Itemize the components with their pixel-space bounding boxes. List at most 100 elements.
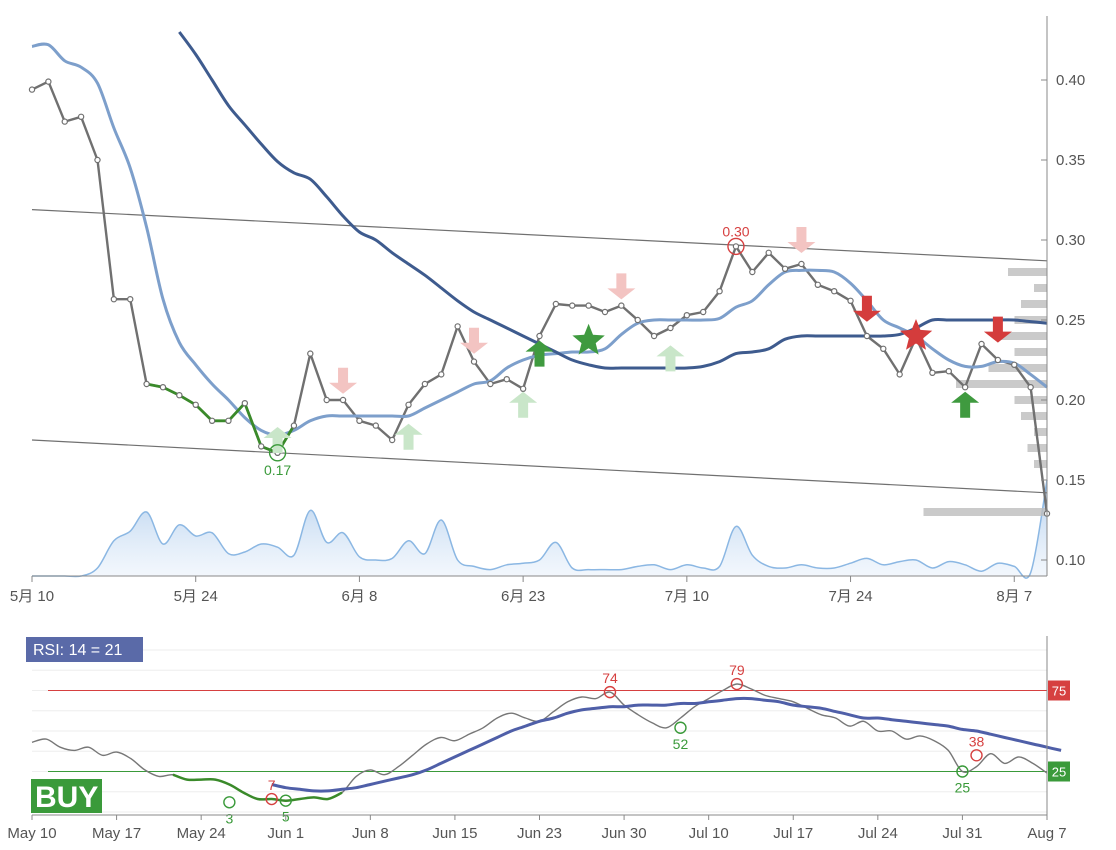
price-point xyxy=(356,417,363,424)
rsi-x-tick-label: Aug 7 xyxy=(1027,825,1066,842)
volume-line xyxy=(32,479,1048,579)
price-point xyxy=(552,300,560,308)
x-tick-label: 6月 8 xyxy=(341,588,377,605)
rsi-extreme-marker xyxy=(674,721,687,734)
price-point xyxy=(323,396,330,404)
price-point xyxy=(405,401,412,408)
price-point xyxy=(159,384,167,391)
volume-profile-bar xyxy=(923,508,1047,516)
rsi-x-tick-label: Jul 17 xyxy=(773,825,813,842)
x-tick-label: 8月 7 xyxy=(996,588,1032,605)
price-point xyxy=(290,422,298,429)
volume-profile-bar xyxy=(956,380,1047,388)
extreme-marker xyxy=(268,444,287,462)
sell-star-icon xyxy=(899,319,933,350)
price-point xyxy=(110,296,118,303)
price-point xyxy=(487,380,494,388)
price-point xyxy=(61,118,68,125)
rsi-axes: May 10 May 17 May 24 Jun 1 Jun 8 Jun 15 Jun 23… xyxy=(7,636,1067,842)
buy-arrow-icon xyxy=(951,391,980,418)
sell-arrow-icon xyxy=(983,316,1012,343)
price-line xyxy=(31,80,1049,514)
price-point xyxy=(994,356,1002,364)
volume-profile xyxy=(923,268,1047,516)
price-point xyxy=(470,358,478,365)
rsi-badge-label: RSI: 14 = 21 xyxy=(33,642,122,659)
rsi-extreme-marker xyxy=(223,796,236,809)
price-point xyxy=(192,401,199,408)
volume-profile-bar xyxy=(1021,300,1047,308)
rsi-extreme-label: 74 xyxy=(602,670,618,686)
price-point xyxy=(94,156,101,164)
rsi-x-tick-label: Jul 10 xyxy=(689,825,729,842)
x-tick-label: 7月 10 xyxy=(665,588,709,605)
price-point xyxy=(880,345,887,352)
volume-profile-bar xyxy=(1014,316,1047,324)
sell-arrow-icon xyxy=(329,367,358,394)
volume-fill xyxy=(32,480,1047,579)
rsi-line xyxy=(31,683,1048,802)
rsi-x-tick-label: Jun 15 xyxy=(432,825,477,842)
trend-line xyxy=(31,209,1048,262)
rsi-extreme-label: 25 xyxy=(955,780,971,796)
price-point xyxy=(503,376,510,383)
price-point xyxy=(28,86,36,93)
rsi-badge-background xyxy=(26,637,143,662)
y-tick-label: 0.25 xyxy=(1056,312,1085,329)
price-point xyxy=(798,260,805,268)
price-point xyxy=(716,288,723,295)
price-point xyxy=(601,308,609,316)
price-point xyxy=(945,368,952,375)
price-point xyxy=(896,371,903,378)
volume-area xyxy=(32,479,1048,579)
price-point xyxy=(863,332,871,340)
extreme-label: 0.30 xyxy=(722,223,749,239)
price-point xyxy=(208,417,216,424)
price-point xyxy=(257,443,265,450)
volume-profile-bar xyxy=(1008,268,1047,276)
buy-arrow-icon xyxy=(263,427,292,453)
buy-badge-label: BUY xyxy=(35,781,98,814)
rsi-extreme-marker xyxy=(970,749,983,762)
x-tick-label: 6月 23 xyxy=(501,588,545,605)
price-point xyxy=(618,302,625,309)
y-tick-label: 0.40 xyxy=(1056,72,1085,89)
rsi-extreme-marker xyxy=(603,685,617,699)
price-point xyxy=(388,436,396,444)
price-point xyxy=(372,422,379,429)
price-point xyxy=(847,297,854,304)
price-point xyxy=(438,371,445,378)
extreme-marker xyxy=(727,237,745,256)
rsi-indicator-badge[interactable]: RSI: 14 = 21 xyxy=(26,637,143,662)
rsi-extreme-marker xyxy=(279,794,292,807)
rsi-extreme-marker xyxy=(956,765,969,778)
rsi-level-badge xyxy=(1048,761,1070,782)
y-tick-label: 0.10 xyxy=(1056,552,1085,569)
sell-arrow-icon xyxy=(787,227,816,253)
price-point xyxy=(585,302,592,309)
rsi-level-badge xyxy=(1048,680,1070,701)
rsi-level-label: 25 xyxy=(1052,765,1066,780)
buy-star-icon xyxy=(572,323,605,355)
x-tick-label: 7月 24 xyxy=(828,588,872,605)
rsi-levels: 75 25 xyxy=(48,680,1070,782)
rsi-x-tick-label: Jun 23 xyxy=(517,825,562,842)
price-point xyxy=(225,417,232,424)
rsi-x-tick-label: Jun 8 xyxy=(352,825,389,842)
rsi-extreme-label: 3 xyxy=(225,810,233,826)
rsi-x-tick-label: Jul 31 xyxy=(942,825,982,842)
y-tick-label: 0.30 xyxy=(1056,232,1085,249)
moving-average-short xyxy=(31,42,1048,437)
rsi-extreme-label: 38 xyxy=(969,733,985,749)
rsi-x-tick-label: Jul 24 xyxy=(858,825,898,842)
price-point xyxy=(683,312,691,319)
rsi-extreme-label: 79 xyxy=(729,662,745,678)
rsi-extreme-label: 52 xyxy=(673,736,689,752)
buy-arrow-icon xyxy=(656,345,685,372)
price-point xyxy=(1027,384,1034,391)
price-point xyxy=(929,369,936,376)
moving-average-long xyxy=(178,31,1048,370)
price-point xyxy=(814,281,822,288)
